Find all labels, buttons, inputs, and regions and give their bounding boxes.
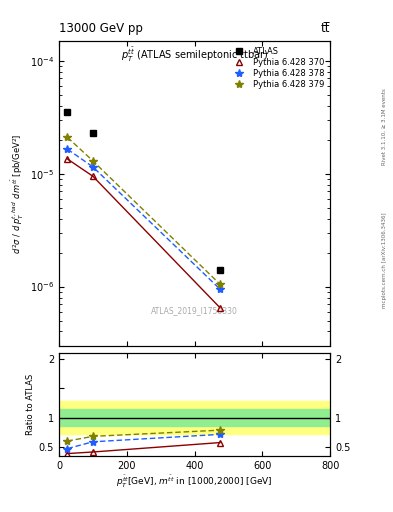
Pythia 6.428 378: [90, 164, 95, 170]
Text: tt̅: tt̅: [321, 22, 330, 35]
Pythia 6.428 379: [218, 281, 222, 287]
Text: Rivet 3.1.10, ≥ 3.1M events: Rivet 3.1.10, ≥ 3.1M events: [382, 88, 387, 165]
Bar: [59, 401, 330, 434]
X-axis label: $p_T^{\bar{t}t}$[GeV], $m^{\bar{t}t}$ in [1000,2000] [GeV]: $p_T^{\bar{t}t}$[GeV], $m^{\bar{t}t}$ in…: [116, 473, 273, 489]
Text: $p_T^{t\bar{t}}$ (ATLAS semileptonic ttbar): $p_T^{t\bar{t}}$ (ATLAS semileptonic ttb…: [121, 46, 268, 64]
Pythia 6.428 370: [90, 173, 95, 179]
Line: Pythia 6.428 378: Pythia 6.428 378: [63, 145, 224, 293]
Text: ATLAS_2019_I1750330: ATLAS_2019_I1750330: [151, 306, 238, 315]
Y-axis label: $d^2\sigma$ / $d\,p_T^{t,had}$ $d\,m^{t\bar{t}}$ [pb/GeV$^2$]: $d^2\sigma$ / $d\,p_T^{t,had}$ $d\,m^{t\…: [9, 133, 26, 253]
ATLAS: [90, 130, 95, 136]
Line: Pythia 6.428 379: Pythia 6.428 379: [63, 133, 224, 288]
Line: Pythia 6.428 370: Pythia 6.428 370: [64, 156, 224, 311]
ATLAS: [218, 267, 222, 273]
Text: mcplots.cern.ch [arXiv:1306.3436]: mcplots.cern.ch [arXiv:1306.3436]: [382, 212, 387, 308]
Pythia 6.428 379: [90, 158, 95, 164]
Pythia 6.428 370: [65, 156, 70, 162]
Pythia 6.428 379: [65, 134, 70, 140]
ATLAS: [65, 109, 70, 115]
Line: ATLAS: ATLAS: [64, 109, 224, 273]
Text: 13000 GeV pp: 13000 GeV pp: [59, 22, 143, 35]
Y-axis label: Ratio to ATLAS: Ratio to ATLAS: [26, 374, 35, 435]
Legend: ATLAS, Pythia 6.428 370, Pythia 6.428 378, Pythia 6.428 379: ATLAS, Pythia 6.428 370, Pythia 6.428 37…: [229, 45, 326, 91]
Pythia 6.428 378: [218, 286, 222, 292]
Pythia 6.428 370: [218, 305, 222, 311]
Bar: [59, 409, 330, 426]
Pythia 6.428 378: [65, 146, 70, 152]
